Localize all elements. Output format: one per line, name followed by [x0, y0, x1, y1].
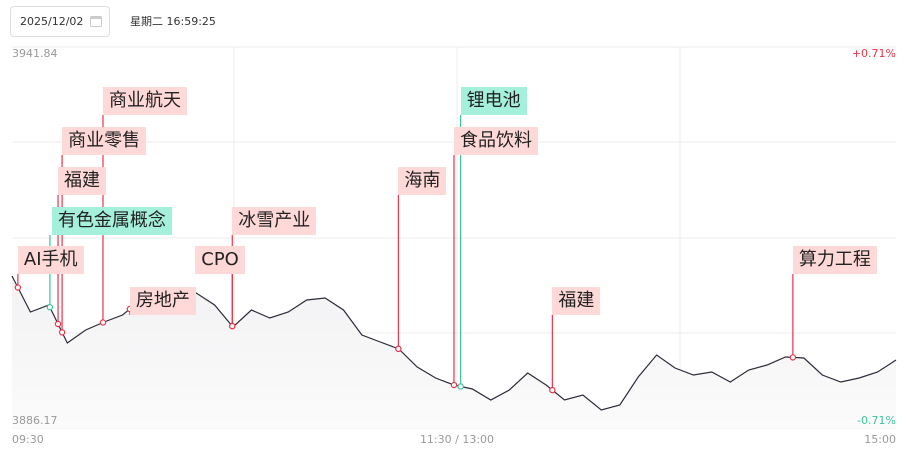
event-label[interactable]: 福建	[58, 167, 107, 195]
event-label[interactable]: 有色金属概念	[51, 207, 172, 235]
weekday-time: 星期二 16:59:25	[130, 15, 216, 28]
event-label[interactable]: CPO	[195, 246, 245, 274]
event-marker[interactable]	[789, 354, 797, 361]
event-marker[interactable]	[54, 320, 62, 328]
event-label[interactable]: 锂电池	[460, 87, 527, 115]
event-marker[interactable]	[450, 381, 458, 389]
price-area	[12, 276, 896, 428]
calendar-icon[interactable]	[90, 16, 103, 27]
event-marker[interactable]	[229, 322, 236, 330]
event-marker[interactable]	[58, 329, 66, 336]
event-label[interactable]: 商业零售	[62, 127, 147, 155]
pct-top-label: +0.71%	[852, 47, 896, 60]
event-label[interactable]: 冰雪产业	[232, 207, 317, 235]
x-tick-label: 11:30 / 13:00	[420, 433, 494, 446]
x-tick-label: 15:00	[864, 433, 896, 446]
event-label[interactable]: 房地产	[129, 287, 196, 315]
event-marker[interactable]	[99, 319, 107, 326]
event-marker[interactable]	[14, 284, 22, 291]
event-marker[interactable]	[549, 386, 556, 394]
pct-bottom-label: -0.71%	[857, 414, 896, 427]
event-label[interactable]: 食品饮料	[454, 127, 538, 155]
event-label[interactable]: 算力工程	[792, 246, 877, 274]
event-label[interactable]: 福建	[552, 287, 601, 315]
y-bottom-label: 3886.17	[12, 414, 58, 427]
date-picker[interactable]: 2025/12/02	[10, 6, 110, 37]
date-value: 2025/12/02	[20, 15, 84, 28]
event-label[interactable]: 商业航天	[102, 87, 187, 115]
event-marker[interactable]	[457, 383, 464, 390]
event-marker[interactable]	[395, 345, 402, 353]
event-marker[interactable]	[46, 304, 54, 311]
x-tick-label: 09:30	[12, 433, 44, 446]
event-label[interactable]: 海南	[398, 167, 447, 195]
y-top-label: 3941.84	[12, 47, 58, 60]
event-label[interactable]: AI手机	[17, 246, 84, 274]
